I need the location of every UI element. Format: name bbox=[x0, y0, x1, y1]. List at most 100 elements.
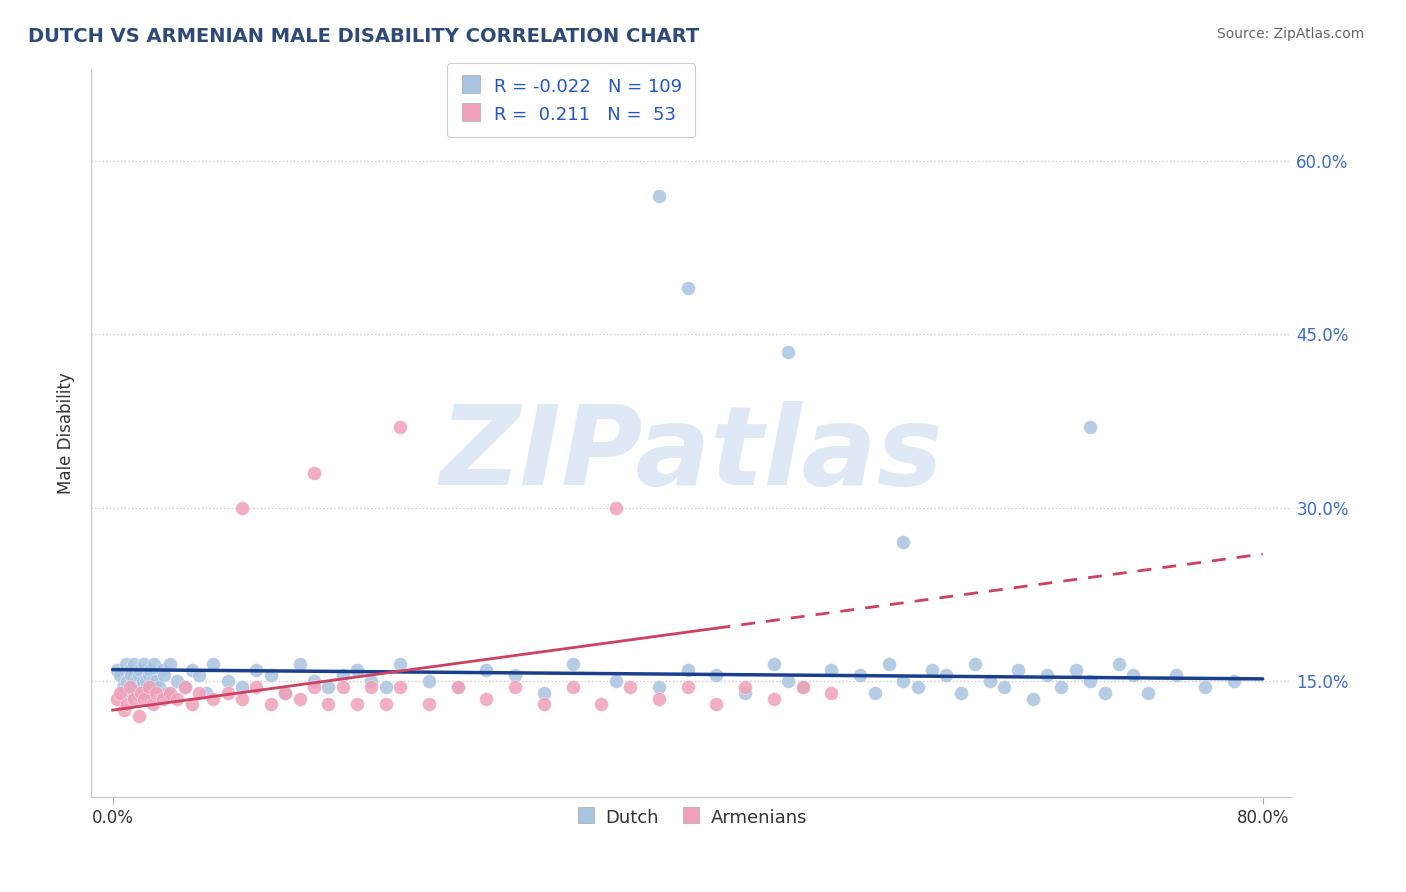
Point bbox=[128, 668, 150, 682]
Point bbox=[125, 674, 148, 689]
Point bbox=[676, 663, 699, 677]
Point bbox=[134, 691, 156, 706]
Point bbox=[1223, 674, 1246, 689]
Point bbox=[1064, 663, 1087, 677]
Point bbox=[202, 691, 225, 706]
Point bbox=[418, 698, 440, 712]
Point bbox=[150, 663, 173, 677]
Point bbox=[648, 691, 671, 706]
Point bbox=[360, 680, 382, 694]
Y-axis label: Male Disability: Male Disability bbox=[58, 372, 75, 493]
Point bbox=[152, 691, 174, 706]
Point bbox=[124, 691, 146, 706]
Point bbox=[173, 680, 195, 694]
Point bbox=[245, 680, 267, 694]
Point bbox=[792, 680, 814, 694]
Point bbox=[1108, 657, 1130, 671]
Point bbox=[360, 674, 382, 689]
Point bbox=[374, 680, 396, 694]
Point bbox=[762, 657, 785, 671]
Legend: Dutch, Armenians: Dutch, Armenians bbox=[568, 800, 815, 835]
Point bbox=[849, 668, 872, 682]
Point bbox=[288, 691, 311, 706]
Point bbox=[145, 686, 167, 700]
Point bbox=[148, 680, 170, 694]
Point bbox=[138, 668, 160, 682]
Point bbox=[108, 668, 131, 682]
Point bbox=[389, 420, 412, 434]
Point bbox=[1122, 668, 1144, 682]
Point bbox=[118, 663, 141, 677]
Point bbox=[166, 691, 188, 706]
Point bbox=[979, 674, 1001, 689]
Point bbox=[891, 535, 914, 549]
Point bbox=[115, 698, 138, 712]
Point bbox=[1036, 668, 1059, 682]
Point bbox=[217, 674, 239, 689]
Point bbox=[475, 691, 498, 706]
Point bbox=[676, 281, 699, 295]
Point bbox=[1078, 674, 1101, 689]
Point bbox=[935, 668, 957, 682]
Point bbox=[778, 344, 800, 359]
Point bbox=[188, 668, 211, 682]
Point bbox=[153, 668, 176, 682]
Point bbox=[418, 674, 440, 689]
Point bbox=[180, 663, 202, 677]
Point bbox=[778, 674, 800, 689]
Point bbox=[533, 686, 555, 700]
Point bbox=[1166, 668, 1188, 682]
Point bbox=[734, 680, 756, 694]
Point bbox=[1078, 420, 1101, 434]
Point bbox=[921, 663, 943, 677]
Point bbox=[389, 680, 412, 694]
Point bbox=[648, 188, 671, 202]
Point bbox=[891, 674, 914, 689]
Point bbox=[231, 691, 253, 706]
Point bbox=[907, 680, 929, 694]
Point bbox=[1022, 691, 1045, 706]
Point bbox=[274, 686, 297, 700]
Point bbox=[533, 698, 555, 712]
Point bbox=[202, 657, 225, 671]
Point bbox=[131, 680, 153, 694]
Point bbox=[145, 674, 167, 689]
Point bbox=[156, 686, 179, 700]
Point bbox=[173, 680, 195, 694]
Point bbox=[676, 680, 699, 694]
Point bbox=[318, 680, 340, 694]
Point bbox=[260, 668, 283, 682]
Point bbox=[302, 674, 325, 689]
Point bbox=[619, 680, 641, 694]
Point bbox=[863, 686, 886, 700]
Point bbox=[706, 698, 728, 712]
Point bbox=[188, 686, 211, 700]
Point bbox=[245, 663, 267, 677]
Point bbox=[1050, 680, 1073, 694]
Point bbox=[231, 680, 253, 694]
Point bbox=[105, 691, 128, 706]
Point bbox=[121, 680, 143, 694]
Point bbox=[118, 680, 141, 694]
Point bbox=[112, 703, 135, 717]
Point bbox=[132, 674, 155, 689]
Point bbox=[1094, 686, 1116, 700]
Point bbox=[447, 680, 470, 694]
Point bbox=[503, 680, 526, 694]
Point bbox=[131, 686, 153, 700]
Point bbox=[993, 680, 1015, 694]
Point bbox=[561, 657, 583, 671]
Point bbox=[302, 680, 325, 694]
Point bbox=[965, 657, 987, 671]
Point bbox=[274, 686, 297, 700]
Text: DUTCH VS ARMENIAN MALE DISABILITY CORRELATION CHART: DUTCH VS ARMENIAN MALE DISABILITY CORREL… bbox=[28, 27, 699, 45]
Text: ZIPatlas: ZIPatlas bbox=[440, 401, 943, 508]
Point bbox=[159, 686, 181, 700]
Point bbox=[108, 686, 131, 700]
Point bbox=[142, 698, 165, 712]
Point bbox=[136, 686, 159, 700]
Point bbox=[605, 500, 627, 515]
Point bbox=[260, 698, 283, 712]
Point bbox=[180, 698, 202, 712]
Point bbox=[288, 657, 311, 671]
